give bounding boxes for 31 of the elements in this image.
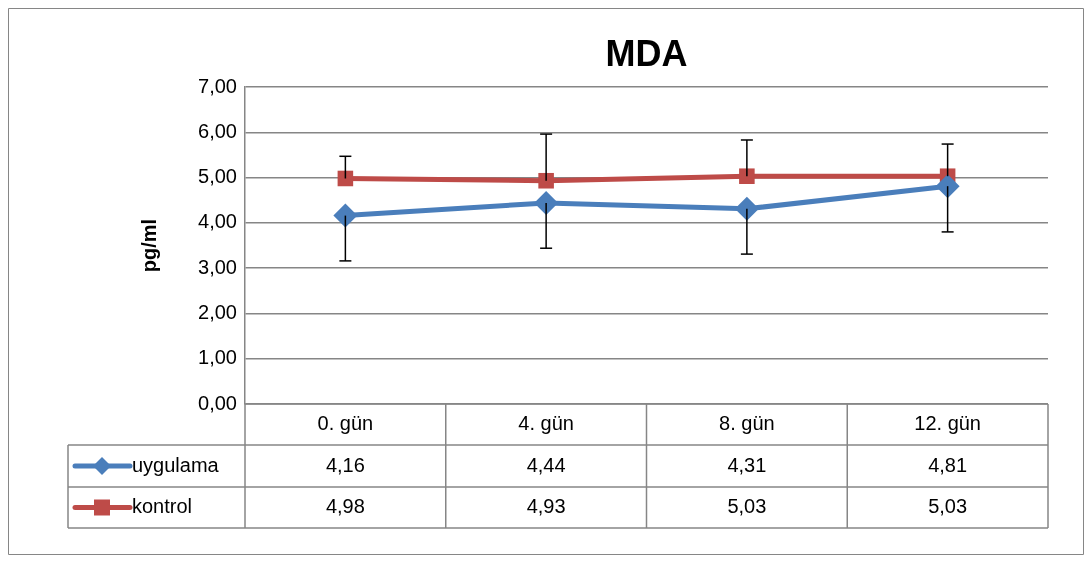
data-label: 4,44 [526,453,566,476]
point [935,174,960,199]
point [538,172,554,189]
y-tick-label: 6,00 [198,119,237,142]
y-tick-label: 7,00 [198,74,237,97]
y-tick-label: 4,00 [198,210,237,233]
data-label: 4,93 [526,495,566,518]
y-tick-label: 1,00 [198,346,237,369]
y-tick-label: 2,00 [198,300,237,323]
x-tick-label: 12. gün [914,412,981,435]
point [739,168,755,184]
data-label: 4,16 [325,453,365,476]
y-tick-label: 0,00 [198,391,237,414]
legend-label: uygulama [132,453,220,476]
x-tick-label: 0. gün [317,412,374,435]
point [333,203,358,228]
data-label: 4,98 [325,495,365,518]
point [337,170,354,187]
point [534,190,559,215]
y-tick-label: 3,00 [198,255,237,278]
y-axis-title: pg/ml [137,218,160,273]
x-tick-label: 4. gün [518,412,574,435]
chart-title: MDA [605,32,688,74]
x-tick-label: 8. gün [719,412,775,435]
data-label: 5,03 [928,495,968,518]
data-label: 4,31 [727,453,767,476]
point [734,196,759,221]
data-label: 5,03 [727,495,767,518]
data-label: 4,81 [928,453,968,476]
y-tick-label: 5,00 [198,165,237,188]
legend-label: kontrol [132,495,193,518]
